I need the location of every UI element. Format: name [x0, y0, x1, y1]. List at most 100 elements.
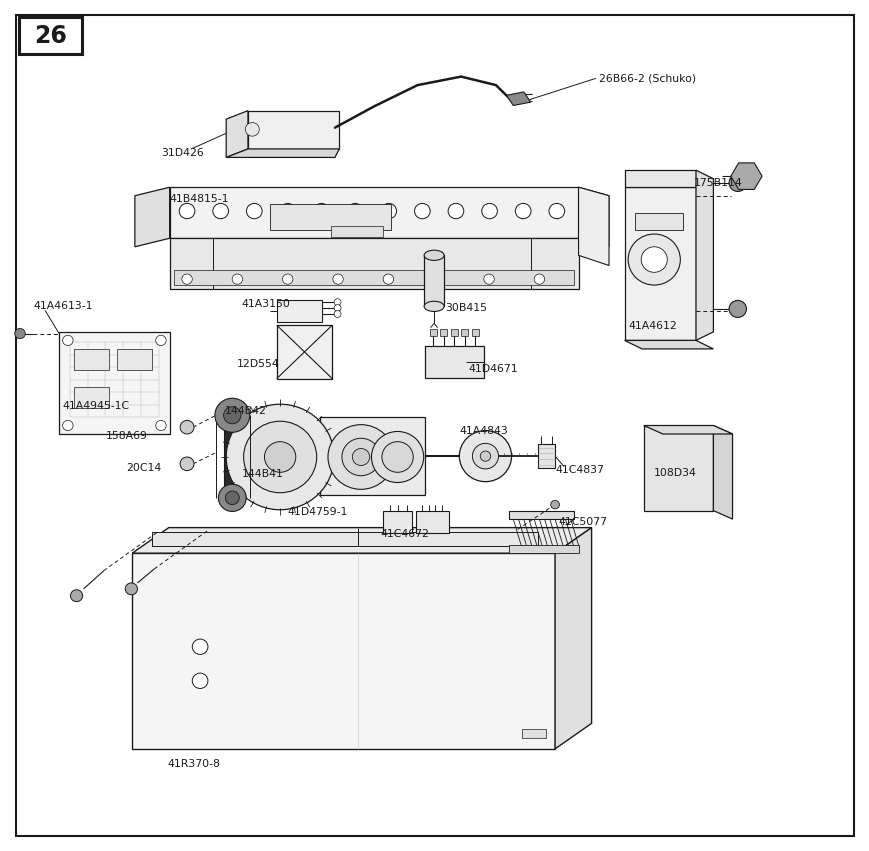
- Text: 31D426: 31D426: [161, 148, 203, 158]
- Circle shape: [472, 443, 498, 469]
- Polygon shape: [506, 92, 530, 106]
- Circle shape: [15, 328, 25, 339]
- Polygon shape: [521, 729, 546, 738]
- Polygon shape: [730, 163, 761, 190]
- Circle shape: [550, 500, 559, 509]
- Circle shape: [314, 203, 329, 219]
- Polygon shape: [132, 553, 554, 749]
- Polygon shape: [423, 255, 443, 306]
- Circle shape: [225, 491, 239, 505]
- Circle shape: [381, 442, 413, 472]
- Text: 175B114: 175B114: [693, 178, 742, 188]
- Circle shape: [192, 673, 208, 688]
- Text: 41C5077: 41C5077: [558, 517, 607, 527]
- Circle shape: [182, 274, 192, 284]
- Polygon shape: [424, 346, 483, 378]
- Circle shape: [156, 420, 166, 431]
- Text: 41A3150: 41A3150: [242, 299, 290, 309]
- Circle shape: [627, 234, 680, 285]
- Polygon shape: [117, 349, 152, 370]
- Polygon shape: [508, 511, 574, 519]
- Circle shape: [334, 311, 341, 317]
- Text: 144B42: 144B42: [224, 406, 266, 416]
- Circle shape: [459, 431, 511, 482]
- Text: 41C4672: 41C4672: [380, 529, 428, 540]
- Polygon shape: [554, 528, 591, 749]
- Polygon shape: [132, 528, 591, 553]
- Circle shape: [333, 274, 343, 284]
- Text: 41D4671: 41D4671: [468, 364, 517, 374]
- Polygon shape: [248, 111, 339, 149]
- Circle shape: [232, 274, 242, 284]
- Polygon shape: [624, 170, 695, 187]
- Circle shape: [448, 203, 463, 219]
- Polygon shape: [578, 187, 608, 247]
- Polygon shape: [330, 226, 382, 237]
- Polygon shape: [643, 426, 713, 511]
- Circle shape: [347, 203, 362, 219]
- Polygon shape: [276, 325, 332, 379]
- Text: 26: 26: [34, 24, 67, 48]
- Circle shape: [223, 407, 241, 424]
- Polygon shape: [695, 170, 713, 340]
- Polygon shape: [226, 149, 339, 157]
- Text: 41A4613-1: 41A4613-1: [33, 301, 92, 311]
- Circle shape: [180, 457, 194, 471]
- Polygon shape: [461, 329, 468, 336]
- Circle shape: [334, 299, 341, 306]
- Text: 41A4945-1C: 41A4945-1C: [63, 401, 129, 411]
- Polygon shape: [429, 329, 436, 336]
- Circle shape: [433, 274, 443, 284]
- Circle shape: [328, 425, 394, 489]
- Polygon shape: [224, 410, 242, 504]
- Circle shape: [481, 203, 497, 219]
- Polygon shape: [382, 511, 412, 533]
- Polygon shape: [59, 332, 169, 434]
- Polygon shape: [269, 204, 391, 230]
- Circle shape: [334, 305, 341, 311]
- Circle shape: [282, 274, 293, 284]
- Polygon shape: [634, 213, 682, 230]
- Circle shape: [243, 421, 316, 493]
- Circle shape: [414, 203, 429, 219]
- Circle shape: [534, 274, 544, 284]
- Polygon shape: [74, 387, 109, 408]
- Polygon shape: [320, 417, 424, 495]
- Text: 41A4612: 41A4612: [627, 321, 676, 331]
- Circle shape: [246, 203, 262, 219]
- Polygon shape: [152, 532, 537, 546]
- Polygon shape: [74, 349, 109, 370]
- Circle shape: [352, 448, 369, 465]
- Polygon shape: [450, 329, 457, 336]
- Circle shape: [156, 335, 166, 346]
- Circle shape: [213, 203, 229, 219]
- Circle shape: [728, 300, 746, 317]
- Ellipse shape: [424, 250, 444, 260]
- Circle shape: [728, 174, 746, 191]
- Polygon shape: [713, 426, 732, 519]
- Text: 41A4843: 41A4843: [459, 426, 507, 437]
- Text: 12D554: 12D554: [236, 359, 279, 369]
- Polygon shape: [624, 340, 713, 349]
- Polygon shape: [169, 187, 578, 238]
- Circle shape: [548, 203, 564, 219]
- Text: 108D34: 108D34: [653, 468, 696, 478]
- Text: 30B415: 30B415: [445, 303, 487, 313]
- Text: 144B41: 144B41: [242, 469, 283, 479]
- Text: 26B66-2 (Schuko): 26B66-2 (Schuko): [598, 73, 695, 83]
- Polygon shape: [169, 238, 578, 289]
- Circle shape: [245, 123, 259, 136]
- Circle shape: [180, 420, 194, 434]
- Polygon shape: [135, 187, 169, 247]
- Polygon shape: [471, 329, 478, 336]
- Circle shape: [480, 451, 490, 461]
- Circle shape: [179, 203, 195, 219]
- Circle shape: [640, 247, 667, 272]
- Circle shape: [63, 420, 73, 431]
- Polygon shape: [624, 187, 695, 340]
- Text: 41C4837: 41C4837: [554, 465, 603, 475]
- Text: 20C14: 20C14: [126, 463, 162, 473]
- Ellipse shape: [424, 301, 444, 311]
- Circle shape: [63, 335, 73, 346]
- Circle shape: [226, 404, 334, 510]
